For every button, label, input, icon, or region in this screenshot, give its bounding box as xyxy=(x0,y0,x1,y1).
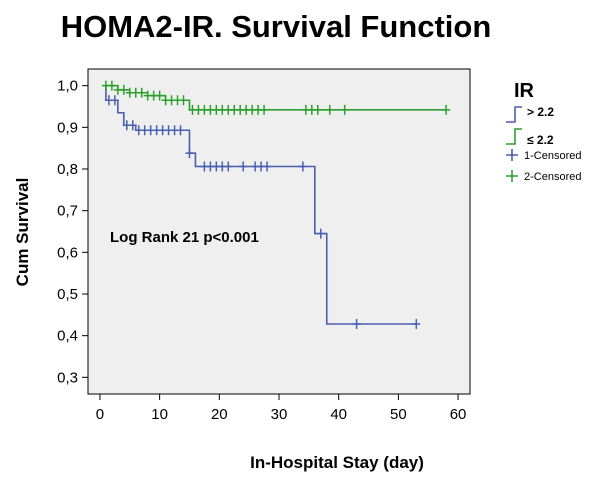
y-tick-label: 0,9 xyxy=(57,119,78,136)
censor-mark xyxy=(155,90,164,101)
x-tick-label: 50 xyxy=(390,406,407,423)
censor-mark xyxy=(107,80,116,91)
legend-label-censored-1: 1-Censored xyxy=(524,150,581,162)
x-tick-label: 40 xyxy=(330,406,347,423)
y-axis-label: Cum Survival xyxy=(13,178,32,287)
x-tick-label: 60 xyxy=(450,406,467,423)
censor-mark xyxy=(176,125,185,136)
x-tick-label: 10 xyxy=(151,406,168,423)
censor-mark xyxy=(260,104,269,115)
y-tick-label: 0,8 xyxy=(57,161,78,178)
x-tick-label: 30 xyxy=(271,406,288,423)
y-tick-label: 0,6 xyxy=(57,244,78,261)
y-tick-label: 0,7 xyxy=(57,203,78,220)
series-2 xyxy=(101,80,451,115)
legend-censor-marker-2 xyxy=(506,170,518,182)
log-rank-annotation: Log Rank 21 p<0.001 xyxy=(110,229,259,246)
censor-mark xyxy=(442,104,451,115)
censor-mark xyxy=(263,161,272,172)
legend: IR > 2.2 ≤ 2.2 1-Censored 2-Censored xyxy=(506,80,581,183)
x-tick-label: 20 xyxy=(211,406,228,423)
y-tick-label: 0,3 xyxy=(57,369,78,386)
series-1 xyxy=(104,85,421,329)
censor-mark xyxy=(119,84,128,95)
legend-swatch-high xyxy=(506,106,522,123)
plot-area xyxy=(87,68,471,395)
y-tick-label: 1,0 xyxy=(57,78,78,95)
censor-mark xyxy=(316,228,325,239)
censor-mark xyxy=(340,104,349,115)
legend-label-high: > 2.2 xyxy=(527,105,554,119)
x-axis-label: In-Hospital Stay (day) xyxy=(250,453,424,472)
censor-mark xyxy=(313,104,322,115)
y-axis: 0,3 0,4 0,5 0,6 0,7 0,8 0,9 1,0 xyxy=(57,78,88,386)
censor-mark xyxy=(224,161,233,172)
censor-mark xyxy=(298,161,307,172)
legend-censor-marker-1 xyxy=(506,149,518,161)
x-tick-label: 0 xyxy=(96,406,104,423)
legend-swatch-low xyxy=(506,128,522,145)
chart-title: HOMA2-IR. Survival Function xyxy=(61,9,492,44)
censor-mark xyxy=(137,87,146,98)
legend-label-censored-2: 2-Censored xyxy=(524,171,581,183)
censor-mark xyxy=(239,161,248,172)
y-tick-label: 0,4 xyxy=(57,328,78,345)
censor-mark xyxy=(185,148,194,159)
censor-mark xyxy=(325,104,334,115)
x-axis: 0 10 20 30 40 50 60 xyxy=(96,394,467,423)
series-layer xyxy=(101,80,451,329)
censor-mark xyxy=(179,95,188,106)
censor-mark xyxy=(110,95,119,106)
censor-mark xyxy=(128,120,137,131)
y-tick-label: 0,5 xyxy=(57,286,78,303)
censor-mark xyxy=(412,319,421,329)
legend-label-low: ≤ 2.2 xyxy=(527,133,554,147)
censor-mark xyxy=(352,319,361,329)
legend-title: IR xyxy=(514,80,535,102)
